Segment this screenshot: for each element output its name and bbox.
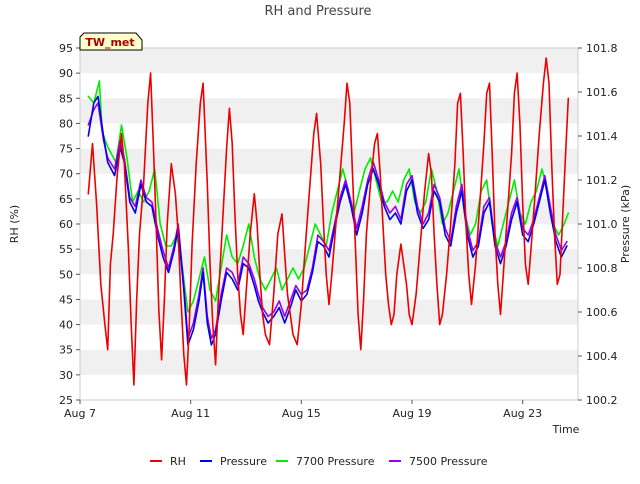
- grid-band: [80, 98, 578, 124]
- grid-band: [80, 73, 578, 99]
- site-badge-label: TW_met: [85, 36, 134, 49]
- y-right-tick-label: 101.6: [586, 86, 618, 99]
- x-axis-label: Time: [552, 423, 580, 436]
- grid-band: [80, 274, 578, 300]
- chart-title: RH and Pressure: [264, 4, 371, 19]
- x-axis: Aug 7 Aug 11 Aug 15 Aug 19 Aug 23: [64, 400, 542, 420]
- y-right-tick-label: 100.6: [586, 306, 618, 319]
- y-right-tick-label: 100.2: [586, 394, 618, 407]
- y-left-tick-label: 75: [59, 143, 73, 156]
- x-tick-label: Aug 15: [282, 407, 321, 420]
- grid-band: [80, 374, 578, 400]
- site-badge-shape: [79, 32, 143, 51]
- y-left-tick-label: 70: [59, 168, 73, 181]
- grid-band: [80, 324, 578, 350]
- series-line-rh: [87, 57, 570, 386]
- y-left-label: RH (%): [8, 205, 21, 243]
- y-left-tick-label: 50: [59, 268, 73, 281]
- y-left-tick-label: 25: [59, 394, 73, 407]
- y-right-tick-label: 101.0: [586, 218, 618, 231]
- left-axis: 25 30 35 40 45 50 55 60 65 70 75 80 85 90 95: [59, 42, 80, 407]
- right-axis: 100.2 100.4 100.6 100.8 101.0 101.2 101.4 101.6…: [578, 42, 618, 407]
- site-badge: TW_met: [79, 32, 143, 51]
- y-left-tick-label: 55: [59, 243, 73, 256]
- y-right-tick-label: 101.4: [586, 130, 618, 143]
- grid-band: [80, 148, 578, 174]
- grid-bands: [80, 48, 578, 400]
- legend-label: 7700 Pressure: [296, 455, 375, 468]
- y-right-label: Pressure (kPa): [619, 185, 632, 263]
- legend: RH Pressure 7700 Pressure 7500 Pressure: [150, 455, 488, 468]
- y-left-tick-label: 85: [59, 92, 73, 105]
- y-left-tick-label: 90: [59, 67, 73, 80]
- x-tick-label: Aug 11: [171, 407, 210, 420]
- grid-band: [80, 123, 578, 149]
- y-left-tick-label: 45: [59, 293, 73, 306]
- legend-label: Pressure: [220, 455, 267, 468]
- y-left-tick-label: 80: [59, 117, 73, 130]
- y-right-tick-label: 101.8: [586, 42, 618, 55]
- x-tick-label: Aug 19: [393, 407, 432, 420]
- y-left-tick-label: 35: [59, 344, 73, 357]
- grid-band: [80, 173, 578, 199]
- grid-band: [80, 48, 578, 74]
- x-tick-label: Aug 23: [503, 407, 542, 420]
- y-left-tick-label: 60: [59, 218, 73, 231]
- legend-label: RH: [170, 455, 186, 468]
- grid-band: [80, 349, 578, 375]
- series-line-7500-pressure: [87, 102, 568, 340]
- y-right-tick-label: 101.2: [586, 174, 618, 187]
- y-left-tick-label: 30: [59, 369, 73, 382]
- y-left-tick-label: 95: [59, 42, 73, 55]
- series-layer: [87, 57, 570, 386]
- y-left-tick-label: 40: [59, 319, 73, 332]
- series-line-pressure: [87, 95, 568, 346]
- legend-label: 7500 Pressure: [409, 455, 488, 468]
- y-right-tick-label: 100.8: [586, 262, 618, 275]
- x-tick-label: Aug 7: [64, 407, 96, 420]
- y-left-tick-label: 65: [59, 193, 73, 206]
- y-right-tick-label: 100.4: [586, 350, 618, 363]
